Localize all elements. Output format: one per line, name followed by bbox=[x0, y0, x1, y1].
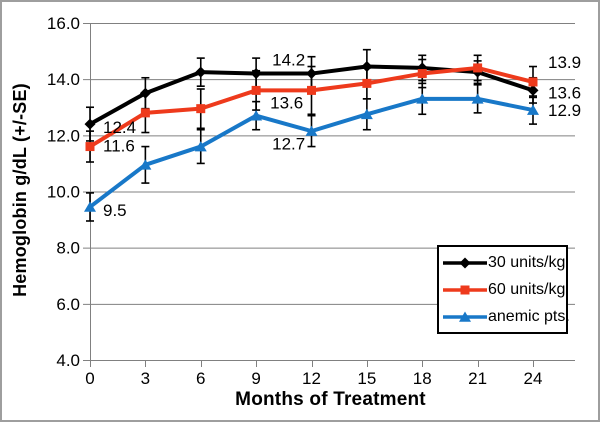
svg-text:13.9: 13.9 bbox=[548, 53, 581, 72]
y-axis-title: Hemoglobin g/dL (+/-SE) bbox=[10, 83, 30, 297]
x-axis-title: Months of Treatment bbox=[235, 389, 426, 410]
svg-text:4.0: 4.0 bbox=[56, 351, 80, 370]
svg-text:24: 24 bbox=[524, 369, 543, 388]
svg-text:8.0: 8.0 bbox=[56, 239, 80, 258]
legend-item-30-units: 30 units/kg bbox=[443, 253, 566, 271]
svg-text:14.0: 14.0 bbox=[47, 70, 80, 89]
svg-text:18: 18 bbox=[413, 369, 432, 388]
svg-text:3: 3 bbox=[141, 369, 150, 388]
svg-text:9.5: 9.5 bbox=[103, 201, 127, 220]
legend-label: anemic pts. bbox=[488, 307, 570, 325]
svg-text:15: 15 bbox=[357, 369, 376, 388]
legend-label: 30 units/kg bbox=[488, 253, 566, 271]
svg-text:12.4: 12.4 bbox=[103, 118, 136, 137]
svg-text:0: 0 bbox=[85, 369, 94, 388]
svg-text:13.6: 13.6 bbox=[548, 83, 581, 102]
line-diamond-marker-icon bbox=[443, 257, 487, 268]
legend: 30 units/kg 60 units/kg anemic pts. bbox=[437, 245, 570, 334]
svg-text:13.6: 13.6 bbox=[270, 93, 303, 112]
svg-text:6: 6 bbox=[196, 369, 205, 388]
svg-text:6.0: 6.0 bbox=[56, 295, 80, 314]
svg-text:12: 12 bbox=[302, 369, 321, 388]
line-square-marker-icon bbox=[443, 285, 487, 294]
svg-text:12.0: 12.0 bbox=[47, 126, 80, 145]
legend-item-60-units: 60 units/kg bbox=[443, 280, 566, 298]
svg-text:10.0: 10.0 bbox=[47, 183, 80, 202]
svg-text:12.9: 12.9 bbox=[548, 101, 581, 120]
svg-text:16.0: 16.0 bbox=[47, 14, 80, 33]
svg-text:14.2: 14.2 bbox=[272, 51, 305, 70]
svg-text:21: 21 bbox=[468, 369, 487, 388]
svg-text:9: 9 bbox=[251, 369, 260, 388]
legend-label: 60 units/kg bbox=[488, 280, 566, 298]
legend-item-anemic-pts: anemic pts. bbox=[443, 308, 570, 325]
line-triangle-marker-icon bbox=[443, 311, 487, 322]
svg-text:11.6: 11.6 bbox=[103, 137, 135, 156]
svg-text:12.7: 12.7 bbox=[272, 135, 305, 154]
